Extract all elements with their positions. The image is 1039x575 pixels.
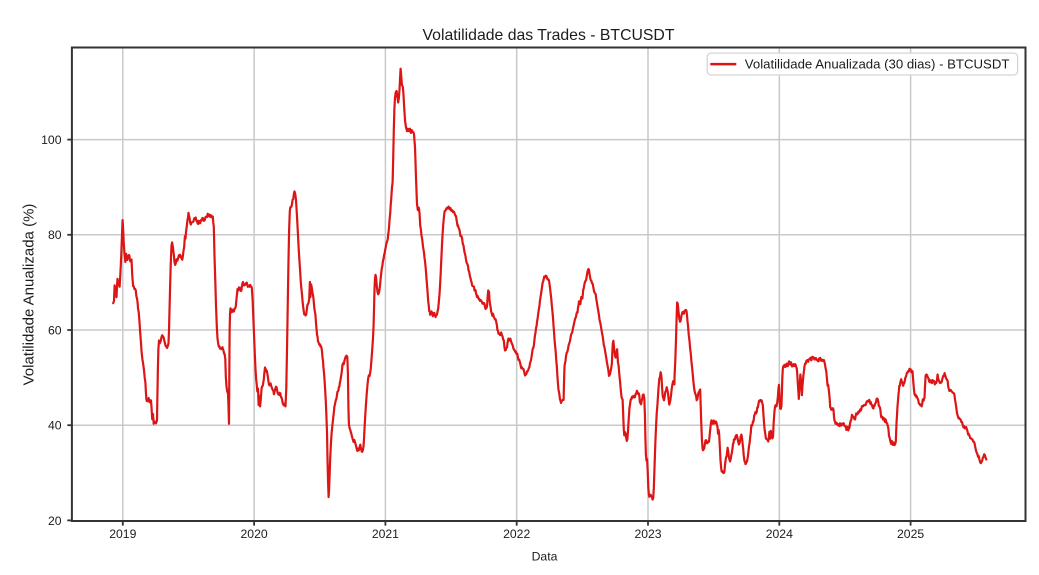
svg-text:100: 100 [41,133,62,147]
svg-text:2020: 2020 [241,527,268,541]
svg-text:80: 80 [48,228,62,242]
svg-text:Data: Data [532,550,558,564]
svg-text:2023: 2023 [634,527,661,541]
svg-text:2025: 2025 [897,527,924,541]
svg-text:60: 60 [48,323,62,337]
svg-text:2022: 2022 [503,527,530,541]
svg-text:Volatilidade Anualizada (30 di: Volatilidade Anualizada (30 dias) - BTCU… [745,56,1010,71]
svg-text:40: 40 [48,419,62,433]
svg-text:Volatilidade Anualizada (%): Volatilidade Anualizada (%) [21,204,38,386]
svg-text:Volatilidade das Trades - BTCU: Volatilidade das Trades - BTCUSDT [423,27,675,44]
svg-text:2021: 2021 [372,527,399,541]
svg-text:20: 20 [48,514,62,528]
svg-text:2019: 2019 [109,527,136,541]
svg-text:2024: 2024 [766,527,793,541]
